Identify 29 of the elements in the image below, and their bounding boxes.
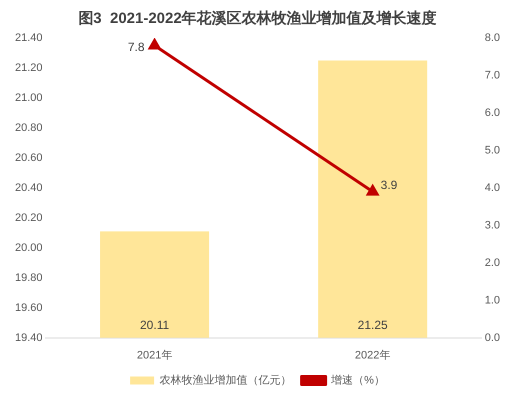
chart-title: 图3 2021-2022年花溪区农林牧渔业增加值及增长速度 — [78, 9, 437, 28]
y-tick-label: 19.40 — [14, 332, 43, 344]
y2-tick-label: 5.0 — [484, 144, 500, 156]
y2-tick-label: 3.0 — [484, 219, 500, 232]
y2-tick-label: 0.0 — [484, 332, 500, 344]
data-label: 7.8 — [128, 40, 145, 54]
y-tick-label: 21.40 — [14, 32, 43, 44]
y2-tick-label: 2.0 — [484, 256, 500, 269]
y-tick-label: 20.60 — [14, 152, 43, 164]
y2-tick-label: 6.0 — [484, 106, 500, 119]
x-tick-label: 2022年 — [354, 349, 390, 362]
y-tick-label: 21.00 — [14, 92, 43, 104]
y-tick-label: 21.20 — [14, 62, 43, 74]
data-label: 20.11 — [140, 318, 170, 332]
y-tick-label: 20.40 — [14, 182, 43, 194]
y2-tick-label: 8.0 — [484, 32, 500, 44]
y-tick-label: 20.00 — [14, 242, 43, 254]
y-tick-label: 19.60 — [14, 302, 43, 314]
legend-label: 农林牧渔业增加值（亿元） — [160, 374, 292, 387]
y2-tick-label: 7.0 — [484, 70, 500, 82]
x-tick-label: 2021年 — [136, 349, 172, 362]
y-tick-label: 19.80 — [14, 272, 43, 284]
y2-tick-label: 4.0 — [484, 182, 500, 194]
y2-tick-label: 1.0 — [484, 294, 500, 306]
legend-label: 增速（%） — [330, 374, 385, 387]
y-tick-label: 20.80 — [14, 122, 43, 134]
data-label: 21.25 — [358, 318, 388, 332]
y-tick-label: 20.20 — [14, 212, 43, 224]
data-label: 3.9 — [380, 178, 398, 192]
